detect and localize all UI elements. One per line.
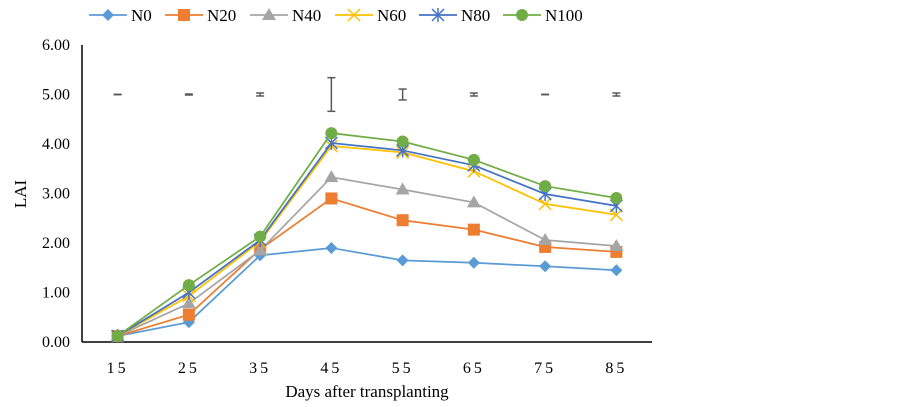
- legend-item-n0: N0: [89, 6, 152, 25]
- series-group: [110, 127, 624, 344]
- x-tick-label: 25: [178, 360, 200, 377]
- legend: N0 N20 N40 N60 N80 N100: [89, 6, 583, 25]
- legend-item-n100: N100: [503, 6, 583, 25]
- legend-label: N60: [377, 6, 406, 25]
- x-tick-label: 35: [249, 360, 271, 377]
- y-tick-label: 1.00: [42, 285, 70, 302]
- y-tick-label: 4.00: [42, 136, 70, 153]
- legend-marker: [178, 9, 190, 21]
- legend-marker: [431, 8, 445, 22]
- legend-item-n40: N40: [250, 6, 321, 25]
- data-point: [467, 256, 480, 269]
- series-line: [117, 176, 617, 337]
- legend-label: N20: [207, 6, 236, 25]
- data-point: [610, 191, 623, 204]
- x-tick-label: 75: [534, 360, 556, 377]
- series-n100: [111, 127, 623, 343]
- data-point: [609, 238, 624, 251]
- series-line: [117, 145, 617, 337]
- series-line: [117, 247, 617, 337]
- data-point: [182, 308, 195, 321]
- x-tick-label: 85: [605, 360, 627, 377]
- data-point: [325, 241, 338, 254]
- x-tick-label: 65: [463, 360, 485, 377]
- legend-item-n20: N20: [165, 6, 236, 25]
- legend-label: N40: [292, 6, 321, 25]
- y-tick-label: 6.00: [42, 37, 70, 54]
- legend-marker: [262, 8, 276, 20]
- data-point: [396, 254, 409, 267]
- marker-stroke: [347, 8, 361, 22]
- y-tick-label: 0.00: [42, 334, 70, 351]
- data-point: [467, 153, 480, 166]
- series-n40: [110, 170, 624, 342]
- legend-marker: [516, 9, 528, 21]
- data-point: [396, 135, 409, 148]
- data-point: [538, 197, 552, 211]
- data-point: [538, 233, 553, 246]
- legend-marker: [102, 9, 114, 21]
- y-tick-label: 5.00: [42, 87, 70, 104]
- data-point: [182, 279, 195, 292]
- data-point: [254, 230, 267, 243]
- error-bar: [469, 92, 478, 97]
- y-axis-ticks: 0.00 1.00 2.00 3.00 4.00 5.00 6.00: [42, 37, 70, 351]
- legend-label: N0: [131, 6, 152, 25]
- data-point: [325, 192, 338, 205]
- data-point: [395, 182, 410, 195]
- data-point: [253, 243, 268, 256]
- data-point: [539, 260, 552, 273]
- y-axis-title: LAI: [11, 180, 30, 209]
- x-tick-label: 45: [320, 360, 342, 377]
- x-axis-title: Days after transplanting: [285, 382, 449, 401]
- legend-label: N100: [545, 6, 583, 25]
- error-bar: [398, 88, 407, 101]
- data-point: [610, 264, 623, 277]
- data-point: [466, 195, 481, 208]
- legend-marker: [347, 8, 361, 22]
- legend-label: N80: [461, 6, 490, 25]
- y-tick-label: 3.00: [42, 186, 70, 203]
- series-line: [117, 132, 617, 337]
- data-point: [181, 296, 196, 309]
- x-tick-label: 55: [392, 360, 414, 377]
- data-point: [467, 223, 480, 236]
- series-line: [117, 197, 617, 337]
- marker-stroke: [538, 197, 552, 211]
- x-tick-label: 15: [107, 360, 129, 377]
- error-bar: [184, 93, 193, 96]
- series-line: [117, 142, 617, 337]
- data-point: [325, 127, 338, 140]
- data-point: [539, 180, 552, 193]
- error-bars: [113, 76, 621, 113]
- data-point: [111, 330, 124, 343]
- error-bar: [327, 76, 336, 113]
- error-bar: [612, 92, 621, 97]
- data-point: [396, 214, 409, 227]
- data-point: [324, 170, 339, 183]
- legend-item-n80: N80: [419, 6, 490, 25]
- y-tick-label: 2.00: [42, 235, 70, 252]
- legend-item-n60: N60: [335, 6, 406, 25]
- x-axis-ticks: 15 25 35 45 55 65 75 85: [107, 360, 627, 377]
- error-bar: [256, 92, 265, 97]
